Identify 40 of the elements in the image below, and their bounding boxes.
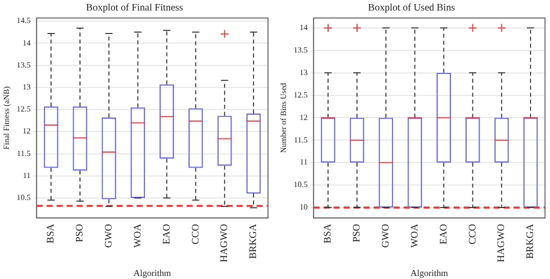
chart-title: Boxplot of Used Bins — [368, 2, 456, 14]
y-tick-label: 12 — [22, 126, 31, 136]
y-tick-label: 10.5 — [16, 193, 31, 202]
x-tick-label: CCO — [467, 224, 478, 244]
y-tick-label: 11 — [300, 158, 308, 167]
x-tick-label: EAO — [438, 224, 450, 244]
x-tick-label: HAGWO — [219, 224, 230, 262]
x-tick-label: EAO — [161, 224, 172, 244]
x-tick-label: BSA — [46, 223, 57, 244]
y-tick-label: 10 — [300, 202, 308, 212]
x-tick-label: WOA — [409, 223, 420, 248]
x-tick-label: PSO — [74, 224, 86, 242]
x-axis-title: Algorithm — [134, 268, 172, 278]
x-tick-label: GWO — [104, 224, 115, 248]
y-tick-label: 13.5 — [294, 45, 308, 54]
chart-title: Boxplot of Final Fitness — [86, 2, 184, 14]
y-tick-label: 14 — [22, 38, 31, 48]
x-tick-label: BSA — [322, 223, 334, 244]
x-tick-label: CCO — [190, 224, 202, 244]
x-tick-label: BRKGA — [248, 223, 260, 259]
y-tick-label: 12.5 — [16, 104, 31, 114]
y-axis-title: Final Fitness (aNB) — [2, 86, 11, 150]
x-tick-label: GWO — [380, 224, 392, 248]
x-axis-title: Algorithm — [410, 268, 448, 278]
y-tick-label: 11.5 — [294, 135, 308, 144]
y-tick-label: 13 — [300, 68, 308, 77]
y-tick-label: 10.5 — [294, 180, 308, 190]
x-tick-label: PSO — [352, 224, 363, 242]
y-tick-label: 11 — [22, 170, 31, 180]
y-tick-label: 13.5 — [16, 60, 31, 70]
x-tick-label: WOA — [132, 223, 144, 248]
x-tick-label: HAGWO — [496, 224, 508, 262]
y-tick-label: 14.5 — [16, 16, 31, 26]
y-tick-label: 12.5 — [294, 90, 308, 100]
y-tick-label: 13 — [22, 82, 31, 92]
y-tick-label: 11.5 — [16, 148, 31, 158]
y-tick-label: 14 — [300, 22, 308, 32]
y-tick-label: 12 — [300, 112, 308, 122]
y-axis-title: Number of Bins Used — [278, 82, 288, 153]
x-tick-label: BRKGA — [525, 223, 536, 259]
